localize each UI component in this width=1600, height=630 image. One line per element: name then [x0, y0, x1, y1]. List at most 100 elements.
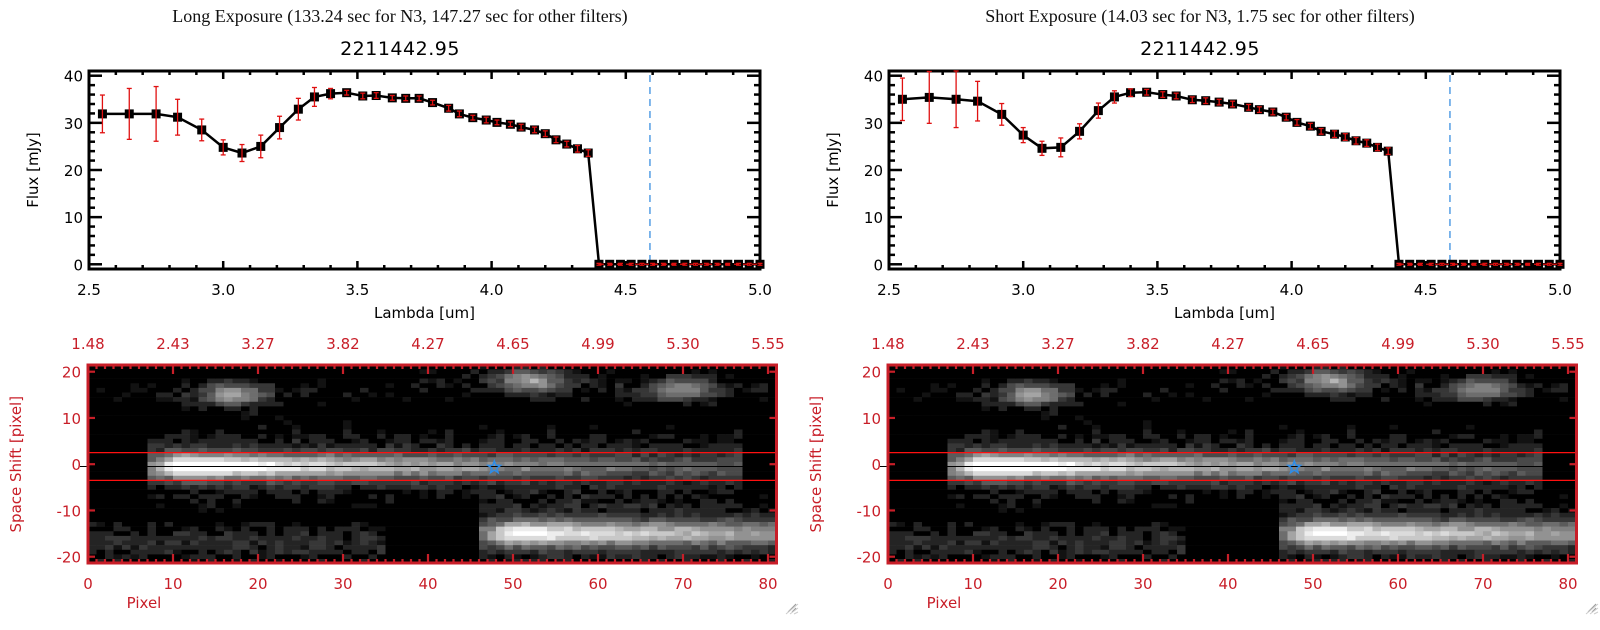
- heatmap-cell: [734, 526, 743, 532]
- heatmap-cell: [666, 559, 675, 564]
- heatmap-cell: [717, 424, 726, 430]
- heatmap-cell: [683, 401, 692, 407]
- heatmap-cell: [717, 498, 726, 504]
- heatmap-cell: [224, 392, 233, 398]
- heatmap-cell: [283, 471, 293, 477]
- error-bar: [639, 262, 645, 266]
- heatmap-cell: [334, 466, 344, 472]
- heatmap-cell: [674, 554, 684, 560]
- heatmap-cell: [275, 429, 284, 435]
- resize-grip-icon[interactable]: [785, 603, 799, 615]
- heatmap-cell: [513, 466, 522, 472]
- heatmap-cell: [385, 540, 395, 546]
- heatmap-cell: [708, 503, 718, 509]
- heatmap-cell: [207, 517, 216, 523]
- heatmap-cell: [964, 383, 974, 389]
- heatmap-cell: [156, 401, 165, 407]
- heatmap-cell: [198, 498, 208, 504]
- heatmap-cell: [905, 535, 914, 541]
- x-tick-label: 3.0: [211, 281, 235, 299]
- heatmap-cell: [691, 466, 701, 472]
- heatmap-cell: [232, 466, 242, 472]
- heatmap-cell: [419, 485, 429, 490]
- heatmap-cell: [436, 452, 446, 458]
- heatmap-cell: [939, 466, 948, 472]
- heatmap-cell: [615, 452, 624, 458]
- heatmap-cell: [759, 485, 769, 490]
- heatmap-cell: [623, 489, 633, 495]
- heatmap-cell: [922, 392, 931, 398]
- heatmap-cell: [479, 443, 488, 449]
- heatmap-cell: [734, 434, 743, 440]
- heatmap-cell: [334, 397, 344, 403]
- heatmap-cell: [283, 535, 293, 541]
- heatmap-cell: [258, 378, 267, 384]
- heatmap-cell: [640, 369, 650, 375]
- heatmap-cell: [105, 406, 114, 412]
- heatmap-cell: [922, 494, 931, 500]
- heatmap-cell: [708, 466, 718, 472]
- heatmap-cell: [939, 498, 948, 504]
- heatmap-cell: [759, 480, 769, 486]
- heatmap-cell: [930, 411, 940, 416]
- heatmap-cell: [930, 559, 940, 564]
- heatmap-cell: [198, 411, 208, 416]
- heatmap-cell: [207, 522, 216, 527]
- heatmap-cell: [317, 494, 327, 500]
- heatmap-cell: [905, 369, 914, 375]
- heatmap-cell: [368, 540, 378, 546]
- heatmap-cell: [258, 466, 267, 472]
- heatmap-cell: [385, 364, 395, 370]
- heatmap-cell: [105, 438, 114, 444]
- heatmap-cell: [717, 443, 726, 449]
- heatmap-cell: [538, 517, 548, 523]
- heatmap-cell: [351, 540, 361, 546]
- heatmap-cell: [708, 554, 718, 560]
- heatmap-cell: [343, 424, 352, 430]
- heatmap-cell: [411, 401, 420, 407]
- heatmap-cell: [402, 457, 412, 463]
- heatmap-cell: [96, 535, 106, 541]
- heatmap-cell: [666, 498, 675, 504]
- heatmap-cell: [394, 452, 403, 458]
- heatmap-cell: [419, 452, 429, 458]
- heatmap-cell: [572, 540, 582, 546]
- heatmap-cell: [385, 411, 395, 416]
- heatmap-cell: [385, 503, 395, 509]
- heatmap-cell: [666, 378, 675, 384]
- y-tick-label: 40: [864, 68, 883, 86]
- heatmap-cell: [130, 369, 140, 375]
- heatmap-cell: [930, 540, 940, 546]
- heatmap-cell: [700, 549, 709, 555]
- heatmap-cell: [939, 503, 948, 509]
- heatmap-cell: [147, 411, 157, 416]
- heatmap-cell: [368, 526, 378, 532]
- heatmap-cell: [888, 512, 897, 518]
- heatmap-cell: [998, 489, 1008, 495]
- heatmap-cell: [589, 411, 599, 416]
- heatmap-cell: [96, 522, 106, 527]
- heatmap-cell: [275, 526, 284, 532]
- heatmap-cell: [428, 517, 437, 523]
- heatmap-cell: [428, 475, 437, 481]
- heatmap-cell: [606, 364, 616, 370]
- heatmap-cell: [691, 401, 701, 407]
- heatmap-cell: [326, 401, 335, 407]
- heatmap-cell: [139, 374, 148, 379]
- heatmap-cell: [88, 485, 97, 490]
- heatmap-cell: [504, 378, 514, 384]
- heatmap-cell: [708, 485, 718, 490]
- heatmap-cell: [428, 531, 437, 537]
- heatmap-cell: [334, 545, 344, 551]
- heatmap-cell: [683, 531, 692, 537]
- heatmap-cell: [470, 522, 480, 527]
- heatmap-cell: [888, 452, 897, 458]
- heatmap-cell: [88, 452, 97, 458]
- heatmap-cell: [513, 540, 522, 546]
- heatmap-cell: [156, 392, 165, 398]
- heatmap-cell: [947, 434, 957, 440]
- heatmap-cell: [913, 383, 923, 389]
- heatmap-cell: [470, 378, 480, 384]
- heatmap-cell: [896, 494, 906, 500]
- heatmap-cell: [564, 378, 573, 384]
